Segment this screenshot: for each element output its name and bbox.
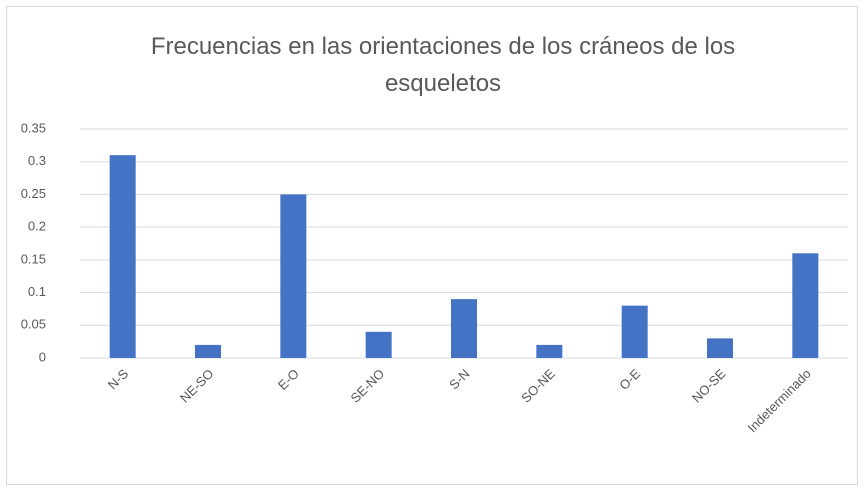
x-tick-label: NO-SE bbox=[689, 366, 729, 406]
x-tick-label: O-E bbox=[616, 366, 643, 393]
bar bbox=[109, 155, 136, 358]
bar bbox=[451, 299, 477, 358]
bar bbox=[280, 194, 307, 358]
y-tick-label: 0.05 bbox=[21, 317, 46, 332]
y-tick-label: 0.25 bbox=[21, 186, 46, 201]
bar bbox=[621, 305, 648, 358]
bar bbox=[792, 253, 819, 358]
x-tick-label: NE-SO bbox=[177, 366, 217, 406]
x-tick-label: SE-NO bbox=[347, 366, 387, 406]
chart-title: Frecuencias en las orientaciones de los … bbox=[150, 33, 736, 97]
x-tick-label: SO-NE bbox=[518, 366, 558, 406]
bar bbox=[195, 344, 221, 358]
y-tick-label: 0.15 bbox=[21, 251, 46, 266]
x-tick-label: S-N bbox=[446, 366, 472, 392]
x-tick-label: Indeterminado bbox=[745, 366, 814, 435]
y-tick-label: 0 bbox=[39, 349, 46, 364]
x-tick-label: E-O bbox=[275, 366, 302, 393]
bar bbox=[536, 344, 563, 358]
bar bbox=[365, 331, 392, 358]
bar bbox=[707, 338, 733, 358]
y-tick-label: 0.3 bbox=[28, 153, 46, 168]
y-tick-label: 0.2 bbox=[28, 219, 46, 234]
x-tick-label: N-S bbox=[105, 366, 132, 393]
y-tick-label: 0.1 bbox=[28, 284, 46, 299]
y-tick-label: 0.35 bbox=[21, 120, 46, 135]
chart-frame bbox=[6, 6, 858, 485]
